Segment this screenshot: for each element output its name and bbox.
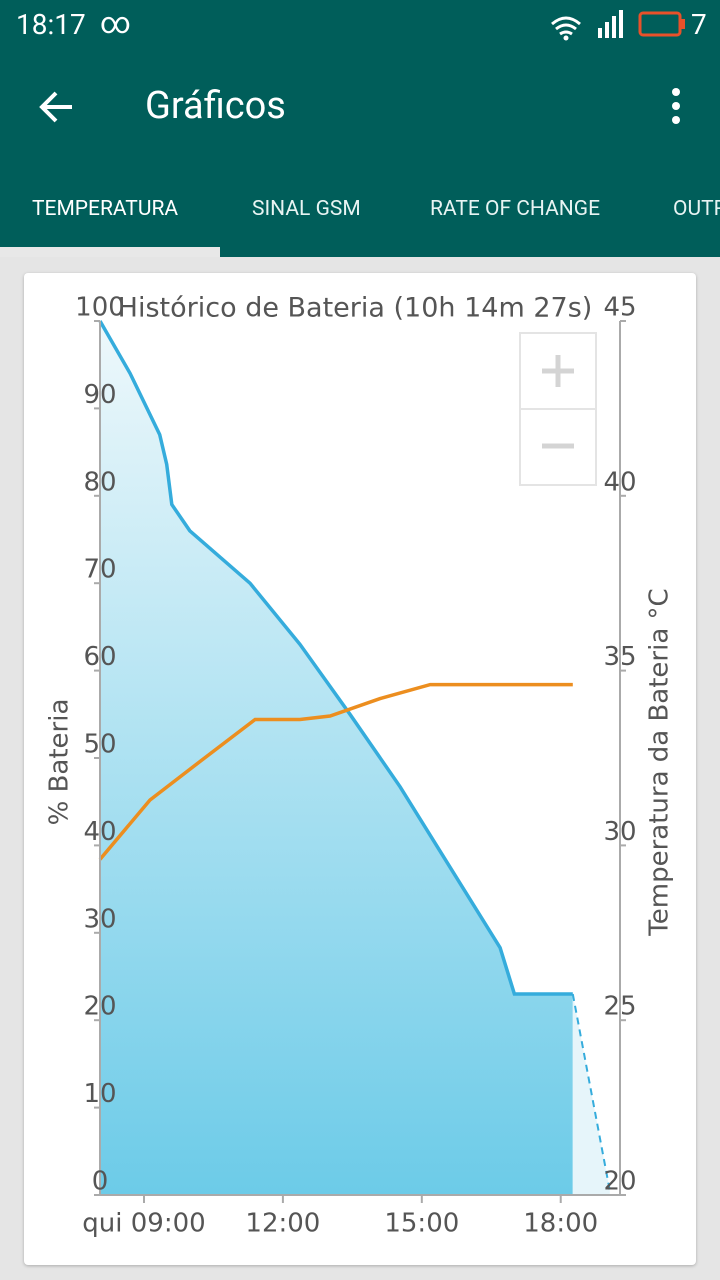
x-tick-label: 12:00 (245, 1209, 320, 1239)
x-tick-label: qui 09:00 (82, 1209, 205, 1239)
battery-level: 7 (691, 8, 707, 41)
y-axis-label: % Bateria (45, 699, 75, 826)
y-tick-label: 100 (75, 293, 125, 323)
x-tick-label: 15:00 (384, 1209, 459, 1239)
zoom-in[interactable] (542, 355, 574, 387)
y-tick-label: 30 (83, 904, 116, 934)
line (98, 682, 573, 861)
header: 18:17 ∞ 7 Gráficos TEMPERATURA SINAL GSM… (0, 0, 720, 257)
zoom-controls (519, 332, 597, 486)
tab[interactable]: OUTROS (673, 197, 720, 221)
y-tick-label: 80 (83, 467, 116, 497)
tab-indicator (0, 247, 220, 257)
line (571, 993, 611, 1191)
y-tick-label: 10 (83, 1079, 116, 1109)
chart-title: Histórico de Bateria (10h 14m 27s) (118, 293, 593, 324)
status-time: 18:17 (16, 8, 86, 41)
area (100, 321, 573, 1195)
tab[interactable]: RATE OF CHANGE (430, 197, 601, 221)
y-tick-label: 70 (83, 555, 116, 585)
app-bar-icons (39, 88, 680, 124)
y2-tick-label: 40 (603, 467, 636, 497)
y2-axis-label: Temperatura da Bateria °C (645, 588, 675, 936)
line (98, 320, 573, 996)
app-title: Gráficos (145, 84, 286, 128)
y2-tick-label: 35 (603, 642, 636, 672)
menu-button[interactable] (672, 88, 680, 124)
y-tick-label: 0 (92, 1167, 109, 1197)
y-tick-label: 40 (83, 817, 116, 847)
status-icons: ∞ (100, 6, 685, 41)
back-button[interactable] (39, 91, 72, 123)
y-tick-label: 60 (83, 642, 116, 672)
y-tick-label: 90 (83, 380, 116, 410)
y2-tick-label: 20 (603, 1167, 636, 1197)
infinity-icon: ∞ (100, 6, 131, 41)
y2-tick-label: 25 (603, 992, 636, 1022)
y2-tick-label: 30 (603, 817, 636, 847)
x-tick-label: 18:00 (523, 1209, 598, 1239)
tab[interactable]: TEMPERATURA (32, 197, 179, 221)
y2-tick-label: 45 (603, 293, 636, 323)
y-tick-label: 50 (83, 730, 116, 760)
y-tick-label: 20 (83, 992, 116, 1022)
tab[interactable]: SINAL GSM (252, 197, 361, 221)
